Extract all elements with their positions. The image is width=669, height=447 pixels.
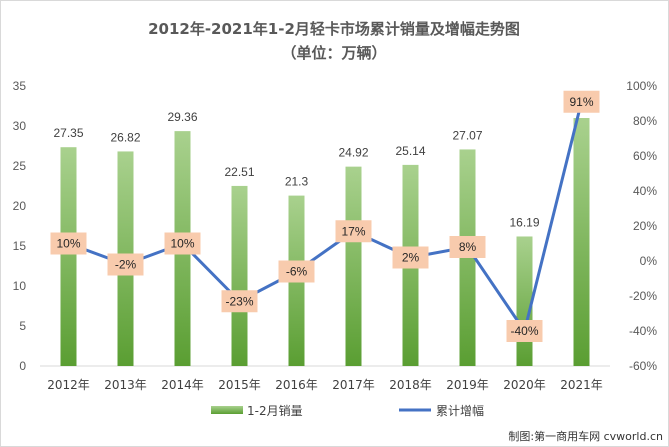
left-axis-tick: 25 — [13, 159, 27, 173]
growth-label-bg — [563, 90, 600, 113]
right-axis-tick: 40% — [633, 184, 657, 198]
right-axis-tick: -60% — [629, 359, 657, 373]
left-axis-tick: 15 — [13, 239, 27, 253]
left-axis: 0 5 10 15 20 25 30 35 — [13, 79, 27, 373]
legend-label-line: 累计增幅 — [436, 403, 484, 418]
growth-value-label: 10% — [170, 237, 194, 251]
bar-series — [60, 118, 590, 366]
bar — [60, 147, 77, 366]
bar-value-label: 26.82 — [110, 130, 140, 144]
legend-swatch-bar — [211, 406, 243, 414]
right-axis-tick: 20% — [633, 219, 657, 233]
growth-value-label: -6% — [286, 265, 308, 279]
category-label: 2019年 — [446, 378, 489, 392]
bar-value-label: 29.36 — [167, 110, 197, 124]
left-axis-tick: 5 — [19, 319, 26, 333]
left-axis-tick: 10 — [13, 279, 27, 293]
bar-value-label: 27.35 — [53, 126, 83, 140]
growth-line — [67, 100, 583, 333]
bar-value-label: 22.51 — [224, 165, 254, 179]
bar-value-label: 27.07 — [452, 128, 482, 142]
growth-label-bg — [506, 320, 543, 342]
category-label: 2021年 — [560, 378, 603, 392]
right-axis-tick: 100% — [626, 79, 657, 93]
bar-value-label: 21.3 — [285, 175, 309, 189]
bar-value-label: 16.19 — [509, 215, 539, 229]
bar-value-labels: 27.35 26.82 29.36 22.51 21.3 24.92 25.14 27.07 1… — [53, 97, 588, 229]
chart-title: 2012年-2021年1-2月轻卡市场累计销量及增幅走势图 — [148, 20, 520, 38]
line-series: 10% -2% 10% -23% -6% 17% 2% 8% -40% 91% — [50, 90, 600, 342]
chart-subtitle: （单位：万辆） — [281, 44, 386, 62]
category-label: 2015年 — [218, 378, 261, 392]
bar-value-label: 25.14 — [395, 144, 425, 158]
growth-value-label: 10% — [56, 237, 80, 251]
right-axis-tick: 80% — [633, 114, 657, 128]
growth-value-label: 17% — [341, 224, 365, 238]
legend-label-bar: 1-2月销量 — [247, 404, 303, 418]
growth-value-label: 91% — [569, 95, 593, 109]
category-label: 2020年 — [503, 378, 546, 392]
growth-label-bg — [335, 220, 372, 243]
growth-label-bg — [164, 232, 201, 255]
growth-label-bg — [107, 253, 144, 276]
bar — [573, 118, 590, 366]
growth-value-label: -40% — [510, 324, 538, 338]
category-label: 2017年 — [332, 378, 375, 392]
right-axis: -60% -40% -20% 0% 20% 40% 60% 80% 100% — [626, 79, 657, 373]
growth-value-label: -23% — [225, 294, 253, 308]
bar — [516, 236, 533, 366]
bar — [231, 185, 248, 366]
right-axis-tick: -20% — [629, 289, 657, 303]
category-label: 2018年 — [389, 378, 432, 392]
right-axis-tick: 60% — [633, 149, 657, 163]
category-axis-labels: 2012年 2013年 2014年 2015年 2016年 2017年 2018年 2019年… — [47, 378, 603, 392]
growth-label-bg — [278, 260, 315, 283]
category-label: 2014年 — [161, 378, 204, 392]
bar-value-label: 24.92 — [338, 146, 368, 160]
growth-value-label: 8% — [459, 240, 477, 254]
left-axis-tick: 0 — [19, 359, 26, 373]
credit-watermark: 制图:第一商用车网 cvworld.cn — [508, 429, 663, 443]
legend: 1-2月销量 累计增幅 — [211, 403, 484, 418]
growth-label-bg — [392, 246, 429, 269]
left-axis-tick: 30 — [13, 119, 27, 133]
bar — [345, 166, 362, 366]
category-label: 2016年 — [275, 378, 318, 392]
growth-value-label: -2% — [115, 258, 137, 272]
right-axis-tick: -40% — [629, 324, 657, 338]
growth-value-label: 2% — [402, 251, 420, 265]
growth-label-bg — [221, 290, 258, 313]
right-axis-tick: 0% — [640, 254, 658, 268]
growth-label-bg — [50, 232, 87, 255]
left-axis-tick: 20 — [13, 199, 27, 213]
left-axis-tick: 35 — [13, 79, 27, 93]
category-label: 2012年 — [47, 378, 90, 392]
growth-label-bg — [449, 236, 486, 258]
category-label: 2013年 — [104, 378, 147, 392]
